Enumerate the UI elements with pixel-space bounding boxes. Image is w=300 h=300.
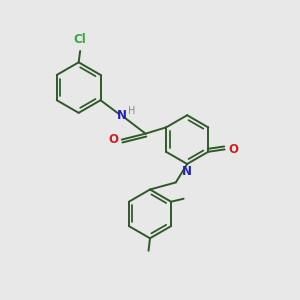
Text: H: H	[128, 106, 136, 116]
Text: O: O	[228, 143, 238, 156]
Text: N: N	[182, 166, 192, 178]
Text: O: O	[109, 133, 119, 146]
Text: N: N	[117, 109, 127, 122]
Text: Cl: Cl	[74, 33, 86, 46]
